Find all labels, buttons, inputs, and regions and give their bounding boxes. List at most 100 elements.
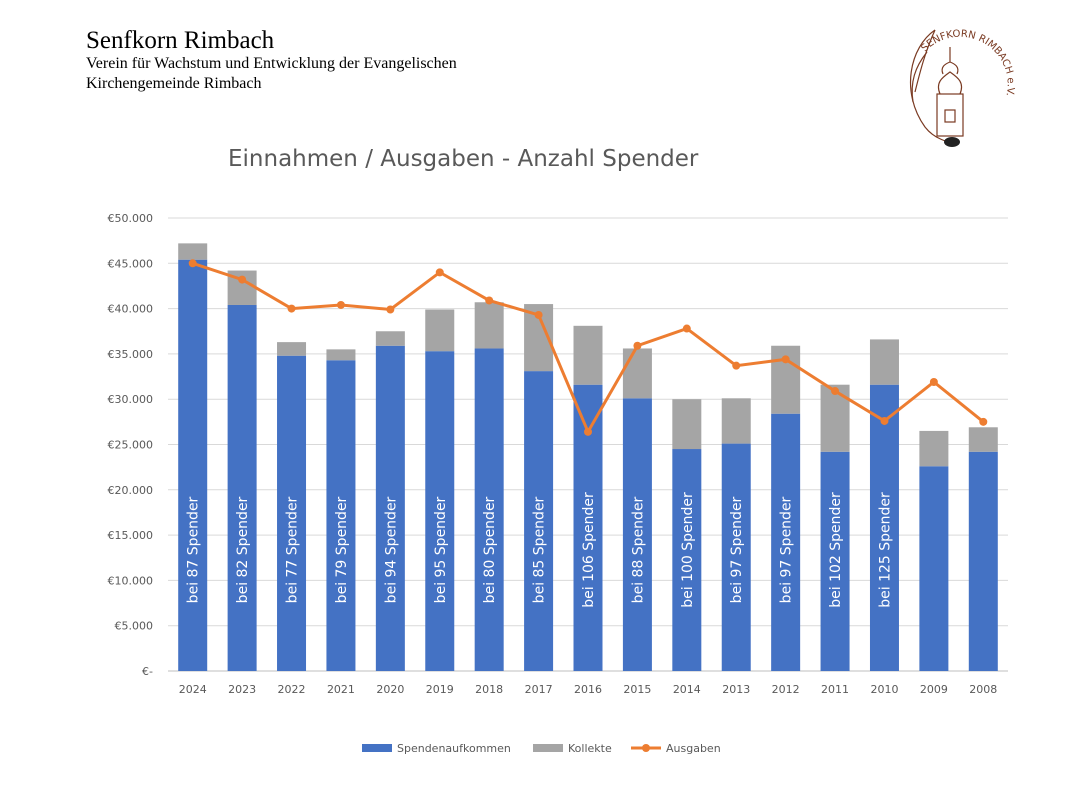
y-tick-label: €35.000 (108, 348, 154, 361)
y-tick-label: €5.000 (115, 620, 154, 633)
point-ausgaben (188, 259, 197, 268)
bar-kollekte (622, 348, 652, 399)
bar-label: bei 125 Spender (877, 492, 893, 608)
point-ausgaben (880, 416, 889, 425)
y-tick-label: €- (142, 665, 153, 678)
x-tick-label: 2012 (772, 683, 800, 696)
bar-label: bei 94 Spender (383, 496, 399, 603)
bar-label: bei 97 Spender (779, 496, 795, 603)
bar-kollekte (573, 325, 603, 385)
x-tick-label: 2008 (969, 683, 997, 696)
point-ausgaben (485, 296, 494, 305)
bar-spendenaufkommen (869, 384, 899, 671)
bar-label: bei 77 Spender (285, 496, 301, 603)
y-tick-label: €50.000 (108, 212, 154, 225)
x-tick-label: 2019 (426, 683, 454, 696)
bar-label: bei 95 Spender (433, 496, 449, 603)
bar-kollekte (425, 309, 455, 352)
y-tick-label: €10.000 (108, 574, 154, 587)
bar-label: bei 88 Spender (630, 496, 646, 603)
bar-kollekte (326, 349, 356, 361)
bar-spendenaufkommen (524, 371, 554, 671)
legend-label: Spendenaufkommen (397, 742, 511, 755)
point-ausgaben (633, 341, 642, 350)
point-ausgaben (831, 387, 840, 396)
bar-spendenaufkommen (622, 398, 652, 671)
x-tick-label: 2024 (179, 683, 207, 696)
bar-kollekte (672, 399, 702, 450)
bar-label: bei 100 Spender (680, 492, 696, 608)
x-tick-label: 2009 (920, 683, 948, 696)
bar-spendenaufkommen (474, 348, 504, 671)
x-tick-label: 2011 (821, 683, 849, 696)
bar-label: bei 82 Spender (235, 496, 251, 603)
point-ausgaben (979, 417, 988, 426)
point-ausgaben (238, 275, 247, 284)
legend-swatch-kollekte (533, 744, 563, 752)
x-tick-label: 2022 (278, 683, 306, 696)
bar-spendenaufkommen (277, 355, 307, 671)
y-tick-label: €15.000 (108, 529, 154, 542)
y-tick-label: €45.000 (108, 257, 154, 270)
y-tick-label: €25.000 (108, 439, 154, 452)
senfkorn-logo: SENFKORN RIMBACH e.V. (910, 29, 1015, 147)
point-ausgaben (534, 310, 543, 319)
bar-kollekte (721, 398, 751, 444)
x-tick-label: 2018 (475, 683, 503, 696)
point-ausgaben (287, 304, 296, 313)
bar-kollekte (919, 430, 949, 467)
point-ausgaben (732, 361, 741, 370)
bar-spendenaufkommen (721, 443, 751, 671)
bar-label: bei 80 Spender (482, 496, 498, 603)
org-subtitle-2: Kirchengemeinde Rimbach (86, 75, 262, 92)
bar-spendenaufkommen (968, 451, 998, 671)
bar-spendenaufkommen (227, 304, 257, 671)
x-tick-label: 2013 (722, 683, 750, 696)
point-ausgaben (929, 377, 938, 386)
y-tick-label: €40.000 (108, 303, 154, 316)
x-tick-label: 2021 (327, 683, 355, 696)
legend-label: Kollekte (568, 742, 612, 755)
y-tick-label: €20.000 (108, 484, 154, 497)
x-tick-label: 2017 (525, 683, 553, 696)
bar-spendenaufkommen (375, 345, 405, 671)
point-ausgaben (682, 324, 691, 333)
org-title: Senfkorn Rimbach (86, 27, 275, 54)
bar-kollekte (968, 427, 998, 452)
legend-marker-ausgaben (642, 744, 650, 752)
bar-spendenaufkommen (919, 466, 949, 671)
chart-title: Einnahmen / Ausgaben - Anzahl Spender (228, 146, 699, 172)
x-tick-label: 2023 (228, 683, 256, 696)
point-ausgaben (386, 305, 395, 314)
point-ausgaben (336, 300, 345, 309)
bar-kollekte (375, 331, 405, 346)
x-tick-label: 2014 (673, 683, 701, 696)
y-tick-label: €30.000 (108, 393, 154, 406)
bar-label: bei 106 Spender (581, 492, 597, 608)
bar-kollekte (869, 339, 899, 385)
bar-spendenaufkommen (771, 413, 801, 671)
bar-label: bei 85 Spender (532, 496, 548, 603)
bar-spendenaufkommen (425, 351, 455, 671)
bar-kollekte (178, 243, 208, 260)
legend-swatch-spendenaufkommen (362, 744, 392, 752)
legend-label: Ausgaben (666, 742, 721, 755)
bar-label: bei 97 Spender (729, 496, 745, 603)
point-ausgaben (781, 355, 790, 364)
x-tick-label: 2020 (376, 683, 404, 696)
bar-label: bei 102 Spender (828, 492, 844, 608)
bar-spendenaufkommen (672, 449, 702, 671)
x-tick-label: 2010 (870, 683, 898, 696)
point-ausgaben (435, 268, 444, 277)
bar-kollekte (474, 302, 504, 349)
bar-kollekte (277, 342, 307, 356)
x-tick-label: 2015 (623, 683, 651, 696)
point-ausgaben (584, 427, 592, 436)
bar-spendenaufkommen (820, 451, 850, 671)
bar-label: bei 79 Spender (334, 496, 350, 603)
bar-spendenaufkommen (326, 360, 356, 671)
bar-label: bei 87 Spender (186, 496, 202, 603)
bar-spendenaufkommen (178, 259, 208, 671)
